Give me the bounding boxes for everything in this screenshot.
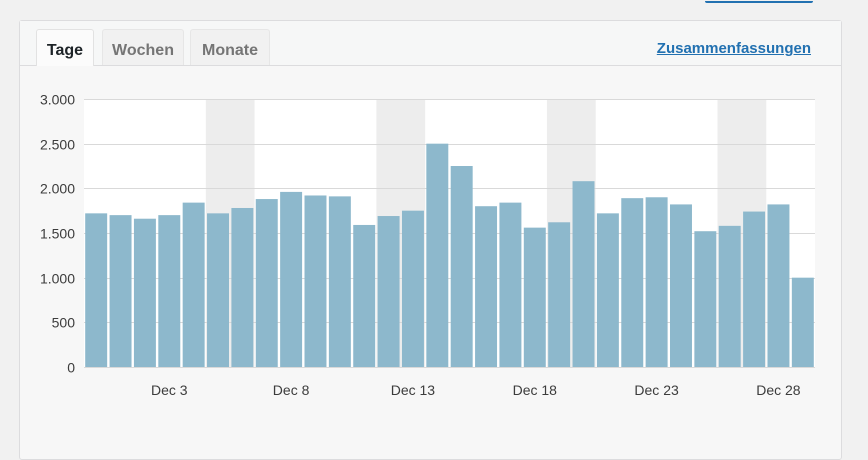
bar[interactable] — [596, 213, 619, 367]
y-tick-label: 2.500 — [40, 137, 75, 153]
bar[interactable] — [743, 211, 766, 367]
x-tick-label: Dec 8 — [273, 382, 310, 398]
bar[interactable] — [109, 215, 132, 367]
bars — [85, 143, 814, 367]
bar[interactable] — [182, 202, 205, 367]
tab-weeks[interactable]: Wochen — [102, 29, 184, 65]
bar[interactable] — [499, 202, 522, 367]
bar[interactable] — [85, 213, 108, 367]
bar[interactable] — [353, 224, 376, 367]
bar[interactable] — [401, 210, 424, 367]
bar[interactable] — [450, 166, 473, 367]
y-tick-label: 0 — [67, 360, 75, 376]
bar[interactable] — [621, 198, 644, 367]
bar[interactable] — [767, 204, 790, 367]
bar[interactable] — [791, 277, 814, 367]
bar[interactable] — [670, 204, 692, 367]
tab-bar: Tage Wochen Monate Zusammenfassungen — [20, 21, 841, 66]
y-axis-ticks: 0 500 1.000 1.500 2.000 2.500 3.000 — [40, 92, 75, 376]
bar[interactable] — [523, 227, 546, 367]
y-tick-label: 2.000 — [40, 181, 75, 197]
tab-months[interactable]: Monate — [190, 29, 270, 65]
bar[interactable] — [694, 231, 717, 367]
bar[interactable] — [645, 197, 668, 367]
top-link-underline[interactable] — [705, 0, 813, 3]
x-tick-label: Dec 18 — [513, 382, 558, 398]
x-tick-label: Dec 28 — [756, 382, 801, 398]
bar[interactable] — [572, 181, 595, 367]
x-tick-label: Dec 23 — [634, 382, 679, 398]
grid-lines — [84, 99, 815, 368]
x-tick-label: Dec 3 — [151, 382, 188, 398]
bar[interactable] — [475, 206, 498, 367]
bar-chart: 0 500 1.000 1.500 2.000 2.500 3.000 Dec 3 Dec 8… — [40, 92, 815, 398]
tab-days[interactable]: Tage — [36, 29, 94, 66]
y-tick-label: 1.500 — [40, 226, 75, 242]
bar[interactable] — [158, 215, 181, 367]
x-axis-ticks: Dec 3 Dec 8 Dec 13 Dec 18 Dec 23 Dec 28 — [151, 382, 801, 398]
stats-panel: Tage Wochen Monate Zusammenfassungen 0 50… — [19, 20, 842, 460]
summaries-link[interactable]: Zusammenfassungen — [656, 40, 811, 57]
bar[interactable] — [133, 218, 156, 367]
bar[interactable] — [718, 225, 741, 367]
y-tick-label: 500 — [52, 315, 76, 331]
x-tick-label: Dec 13 — [391, 382, 436, 398]
y-tick-label: 3.000 — [40, 92, 75, 108]
bar[interactable] — [548, 222, 571, 367]
bar[interactable] — [231, 207, 254, 367]
bar[interactable] — [207, 213, 229, 367]
bar[interactable] — [304, 195, 327, 367]
bar[interactable] — [426, 143, 449, 367]
bar[interactable] — [255, 199, 278, 367]
bar[interactable] — [377, 216, 400, 367]
bar[interactable] — [328, 196, 351, 367]
y-tick-label: 1.000 — [40, 271, 75, 287]
bar[interactable] — [280, 191, 303, 367]
